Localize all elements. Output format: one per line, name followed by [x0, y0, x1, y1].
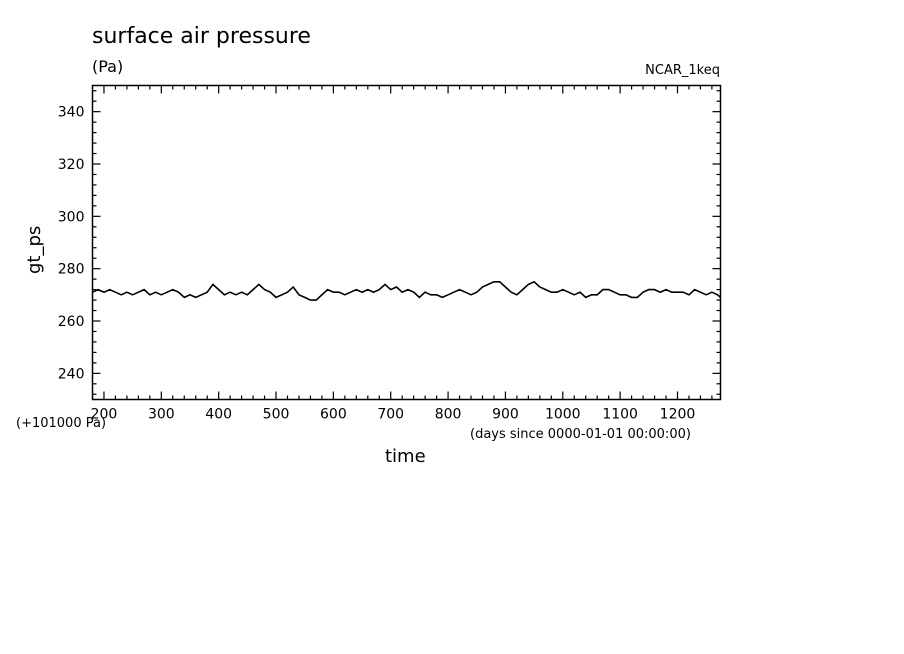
y-tick-label: 340: [58, 105, 85, 121]
x-tick-label: 900: [492, 407, 519, 423]
x-axis-label: time: [385, 446, 426, 467]
x-tick-label: 600: [320, 407, 347, 423]
x-tick-label: 1000: [545, 407, 581, 423]
series-line: [92, 280, 722, 301]
x-units-note: (days since 0000-01-01 00:00:00): [470, 427, 691, 442]
run-tag: NCAR_1keq: [645, 63, 720, 78]
x-tick-label: 500: [263, 407, 290, 423]
x-tick-label: 1100: [602, 407, 638, 423]
chart-title: surface air pressure: [92, 24, 311, 49]
x-tick-label: 1200: [660, 407, 696, 423]
y-tick-label: 300: [58, 209, 85, 225]
x-tick-label: 200: [91, 407, 118, 423]
units-label: (Pa): [92, 57, 124, 76]
plot-frame: [91, 84, 722, 401]
y-tick-label: 280: [58, 262, 85, 278]
y-tick-label: 320: [58, 157, 85, 173]
x-tick-label: 800: [435, 407, 462, 423]
x-tick-label: 400: [205, 407, 232, 423]
y-tick-label: 260: [58, 314, 85, 330]
x-tick-label: 700: [377, 407, 404, 423]
y-offset-note: (+101000 Pa): [16, 416, 107, 431]
x-tick-label: 300: [148, 407, 175, 423]
y-tick-label: 240: [58, 366, 85, 382]
